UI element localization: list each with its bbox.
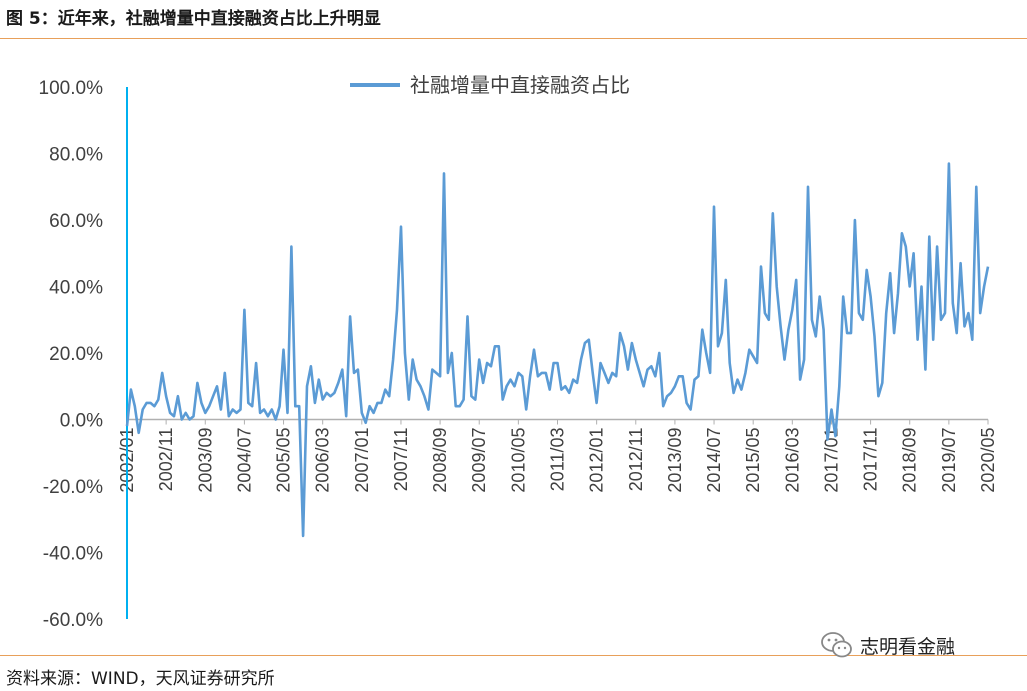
x-tick-label: 2014/07 [704,428,724,493]
y-tick-label: -20.0% [43,477,103,498]
x-tick-label: 2017/11 [861,428,881,492]
y-tick-label: 20.0% [49,344,103,365]
x-tick-label: 2019/07 [939,428,959,493]
legend: 社融增量中直接融资占比 [350,73,630,97]
x-tick-label: 2008/09 [430,428,450,493]
y-tick-label: 80.0% [49,145,103,166]
figure-title: 图 5：近年来，社融增量中直接融资占比上升明显 [6,9,381,29]
bottom-divider [0,655,1027,656]
top-divider [0,38,1027,39]
y-tick-label: 0.0% [60,411,103,432]
x-tick-label: 2017/01 [821,428,841,493]
x-tick-label: 2011/03 [548,428,568,492]
x-tick-label: 2020/05 [978,428,998,493]
x-tick-label: 2007/11 [391,428,411,492]
x-tick-label: 2002/11 [156,428,176,492]
y-tick-label: 60.0% [49,211,103,232]
legend-label: 社融增量中直接融资占比 [410,73,630,97]
watermark: 志明看金融 [820,630,955,660]
watermark-text: 志明看金融 [860,635,956,658]
y-tick-label: -40.0% [43,544,103,565]
x-tick-label: 2005/05 [274,428,294,493]
y-tick-label: -60.0% [43,610,103,631]
x-tick-label: 2013/09 [665,428,685,493]
x-tick-label: 2004/07 [234,428,254,493]
x-tick-label: 2009/07 [469,428,489,493]
y-tick-label: 40.0% [49,278,103,299]
source-note: 资料来源：WIND，天风证券研究所 [6,669,275,689]
series-line [125,162,990,538]
x-tick-label: 2018/09 [900,428,920,493]
x-tick-label: 2016/03 [782,428,802,493]
x-tick-label: 2010/05 [508,428,528,493]
x-tick-label: 2012/01 [587,428,607,493]
wechat-icon [821,632,852,658]
x-tick-label: 2012/11 [626,428,646,492]
y-tick-label: 100.0% [39,78,104,99]
line-chart: 社融增量中直接融资占比 100.0% 80.0% 60.0% 40.0% 20.0% 0.… [39,73,998,631]
x-tick-label: 2015/05 [743,428,763,493]
x-tick-label: 2007/01 [352,428,372,493]
x-tick-label: 2006/03 [313,428,333,493]
x-tick-label: 2003/09 [195,428,215,493]
